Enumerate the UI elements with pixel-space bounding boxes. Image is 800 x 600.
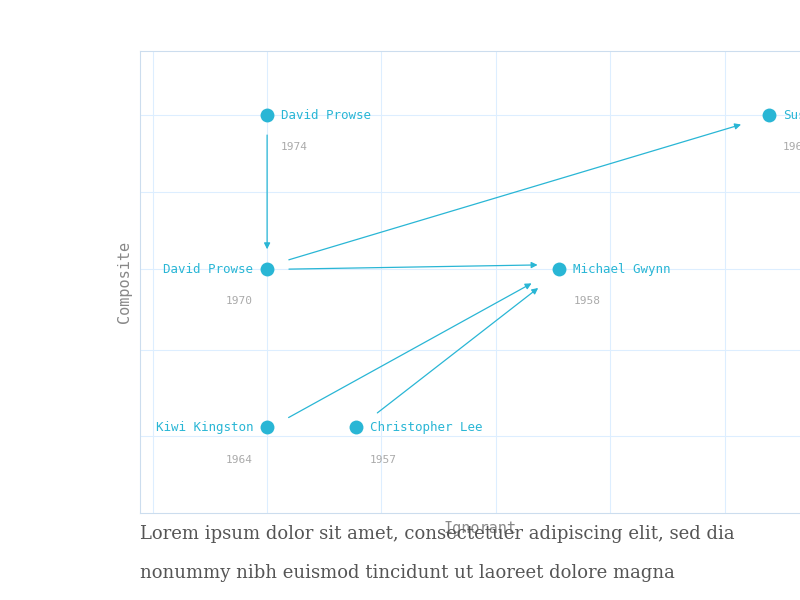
Point (261, 422, 274, 432)
Text: nonummy nibh euismod tincidunt ut laoreet dolore magna: nonummy nibh euismod tincidunt ut laoree… (140, 564, 675, 582)
Text: 196: 196 (783, 142, 800, 152)
Text: 1970: 1970 (226, 296, 253, 306)
Y-axis label: Composite: Composite (117, 241, 132, 323)
Text: 1957: 1957 (370, 455, 397, 464)
Text: 1958: 1958 (574, 296, 601, 306)
Text: Michael Gwynn: Michael Gwynn (574, 263, 671, 275)
X-axis label: Ignorant: Ignorant (443, 521, 517, 536)
Text: Kiwi Kingston: Kiwi Kingston (156, 421, 253, 434)
Text: 1964: 1964 (226, 455, 253, 464)
Text: David Prowse: David Prowse (281, 109, 371, 122)
Text: Lorem ipsum dolor sit amet, consectetuer adipiscing elit, sed dia: Lorem ipsum dolor sit amet, consectetuer… (140, 525, 734, 543)
Text: 1974: 1974 (281, 142, 308, 152)
Text: David Prowse: David Prowse (163, 263, 253, 275)
Text: Christopher Lee: Christopher Lee (370, 421, 482, 434)
Point (261, 265, 274, 274)
Point (261, 110, 274, 120)
Point (762, 110, 775, 120)
Point (350, 422, 362, 432)
Text: Sus: Sus (783, 109, 800, 122)
Point (553, 265, 566, 274)
